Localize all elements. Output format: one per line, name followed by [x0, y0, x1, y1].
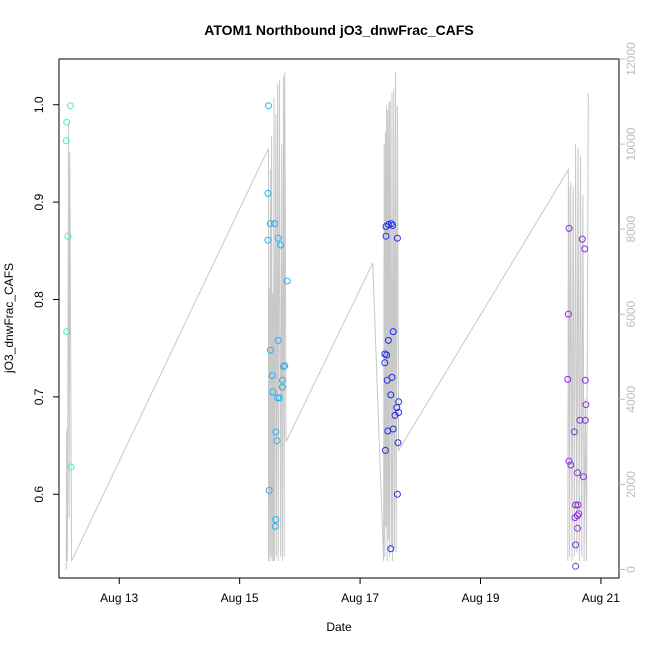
data-point	[266, 220, 274, 228]
data-point	[280, 363, 288, 371]
data-point	[66, 102, 74, 110]
data-point	[381, 359, 389, 367]
x-tick-label: Aug 13	[100, 591, 138, 605]
y-right-tick-label: 6000	[624, 301, 638, 328]
data-point	[384, 221, 392, 228]
plot-layer	[62, 71, 590, 570]
data-point	[388, 373, 396, 381]
data-point	[268, 372, 276, 379]
x-tick-label: Aug 15	[221, 591, 259, 605]
data-point	[570, 428, 578, 436]
data-point	[564, 310, 572, 318]
data-point	[389, 328, 397, 336]
data-point	[395, 409, 403, 416]
data-point	[63, 328, 71, 336]
data-point	[581, 376, 589, 384]
y-right-tick-label: 2000	[624, 471, 638, 498]
data-point	[265, 486, 273, 494]
plot-frame	[58, 58, 620, 579]
data-point	[277, 241, 285, 249]
data-point	[576, 416, 584, 424]
data-point	[383, 351, 391, 359]
data-point	[271, 522, 279, 530]
data-point	[283, 277, 291, 285]
data-point	[384, 336, 392, 344]
y-right-tick-label: 0	[624, 566, 638, 573]
data-point	[278, 383, 286, 391]
data-point	[272, 428, 280, 436]
data-point	[274, 336, 282, 344]
data-point	[574, 524, 581, 532]
data-point	[274, 234, 282, 242]
data-point	[394, 439, 402, 447]
data-point	[393, 234, 401, 242]
y-left-tick-label: 1.0	[32, 96, 46, 113]
data-point	[273, 437, 281, 445]
data-point	[565, 224, 573, 232]
data-point	[387, 220, 395, 228]
data-point	[565, 457, 573, 465]
data-point	[382, 232, 390, 240]
data-point	[281, 362, 289, 370]
y-axis-label: jO3_dnwFrac_CAFS	[2, 263, 16, 374]
data-point	[264, 189, 272, 197]
data-point	[393, 490, 401, 498]
data-point	[271, 220, 279, 228]
data-point	[62, 137, 70, 145]
axes-layer: 0.6 0.7 0.8 0.9 1.0 0 2000 4000 6000 8000 10000 120…	[32, 42, 638, 605]
data-point	[266, 346, 274, 354]
data-point	[387, 545, 395, 553]
data-point	[574, 501, 582, 509]
y-right-tick-label: 4000	[624, 386, 638, 413]
data-point	[581, 245, 589, 253]
y-right-tick-label: 8000	[624, 216, 638, 243]
data-point	[63, 118, 71, 126]
data-point	[387, 391, 395, 399]
data-point	[64, 232, 72, 240]
data-point	[275, 394, 283, 402]
y-left-tick-label: 0.7	[32, 388, 46, 405]
data-point	[574, 469, 581, 477]
data-point	[572, 501, 580, 509]
data-point	[564, 375, 572, 383]
data-point	[567, 461, 575, 469]
data-point	[272, 516, 280, 524]
data-point	[572, 541, 580, 549]
data-point	[571, 514, 579, 522]
y-right-tick-label: 12000	[624, 42, 638, 76]
data-point	[278, 376, 286, 384]
data-point	[265, 102, 272, 110]
chart-title: ATOM1 Northbound jO3_dnwFrac_CAFS	[204, 22, 473, 38]
x-tick-label: Aug 19	[461, 591, 499, 605]
data-point	[384, 427, 392, 435]
data-point	[580, 473, 587, 481]
altitude-line	[65, 71, 589, 570]
data-point	[269, 388, 277, 396]
data-point	[381, 446, 389, 454]
data-point	[572, 562, 580, 570]
y-right-tick-label: 10000	[624, 127, 638, 161]
data-point	[67, 463, 75, 471]
x-tick-label: Aug 21	[582, 591, 620, 605]
data-point	[582, 401, 590, 409]
y-left-tick-label: 0.9	[32, 193, 46, 210]
y-left-tick-label: 0.8	[32, 291, 46, 308]
y-left-tick-label: 0.6	[32, 486, 46, 503]
data-point	[581, 416, 589, 424]
x-axis-label: Date	[326, 620, 352, 634]
data-point	[264, 236, 272, 244]
data-point	[393, 404, 401, 412]
data-point	[389, 222, 397, 229]
data-point	[578, 235, 586, 243]
x-tick-label: Aug 17	[341, 591, 379, 605]
